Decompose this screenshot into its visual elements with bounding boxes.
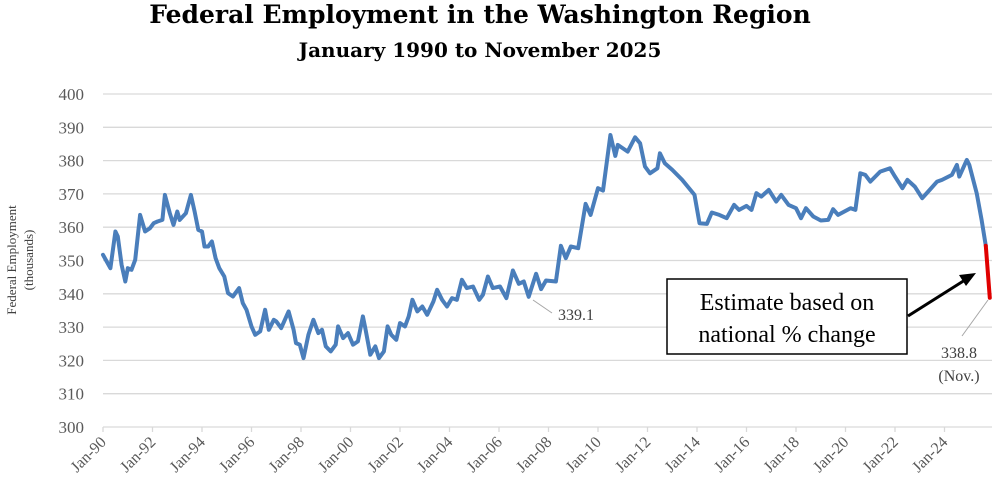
x-tick-label: Jan-00: [315, 434, 357, 476]
x-tick-label: Jan-92: [117, 434, 159, 476]
x-tick-label: Jan-18: [761, 434, 803, 476]
end-label-leader: [961, 299, 989, 337]
y-tick-label: 370: [59, 185, 85, 204]
x-tick-label: Jan-16: [711, 434, 753, 476]
y-tick-label: 400: [59, 85, 85, 104]
low-label-leader: [532, 299, 553, 314]
y-tick-label: 360: [59, 218, 85, 237]
y-tick-label: 380: [59, 152, 85, 171]
x-tick-label: Jan-06: [464, 434, 506, 476]
y-tick-label: 330: [59, 318, 85, 337]
x-tick-label: Jan-02: [365, 434, 407, 476]
x-tick-label: Jan-98: [266, 434, 308, 476]
x-tick-label: Jan-08: [513, 434, 555, 476]
x-tick-label: Jan-20: [810, 434, 852, 476]
chart-subtitle: January 1990 to November 2025: [297, 38, 662, 62]
estimate-callout-box: [666, 278, 908, 355]
y-tick-label: 390: [59, 118, 85, 137]
x-tick-label: Jan-24: [909, 434, 951, 476]
y-axis-label: Federal Employment (thousands): [4, 205, 36, 315]
x-tick-label: Jan-22: [860, 434, 902, 476]
series-line-estimate: [983, 243, 992, 300]
y-axis-label-line1: Federal Employment: [4, 205, 19, 315]
chart-title: Federal Employment in the Washington Reg…: [149, 0, 811, 29]
end-point-sublabel: (Nov.): [938, 368, 979, 385]
y-tick-label: 340: [59, 285, 85, 304]
series-group: [101, 133, 992, 361]
x-tick-label: Jan-10: [563, 434, 605, 476]
x-tick-label: Jan-94: [167, 434, 209, 476]
x-tick-label: Jan-04: [414, 434, 456, 476]
y-tick-label: 300: [59, 418, 85, 437]
callout-arrow-shaft: [907, 278, 966, 318]
low-point-label: 339.1: [558, 307, 594, 324]
end-point-label: 338.8: [941, 345, 977, 362]
estimate-callout-line1: Estimate based on: [700, 290, 875, 316]
x-axis-ticks: Jan-90 Jan-92 Jan-94 Jan-96 Jan-98 Jan-00 Jan-…: [68, 427, 951, 476]
annotations: 339.1 338.8 (Nov.) Estimate based on nat…: [532, 273, 989, 385]
series-line-actual: [101, 133, 988, 361]
estimate-callout-line2: national % change: [698, 322, 875, 348]
y-tick-label: 320: [59, 351, 85, 370]
y-tick-label: 350: [59, 252, 85, 271]
y-tick-label: 310: [59, 385, 85, 404]
y-axis-label-line2: (thousands): [21, 230, 36, 291]
callout-arrow-head: [959, 273, 976, 286]
y-axis-ticks: 300 310 320 330 340 350 360 370 380 390 400: [59, 85, 85, 437]
x-tick-label: Jan-96: [216, 434, 258, 476]
gridlines: [103, 93, 992, 428]
x-tick-label: Jan-12: [612, 434, 654, 476]
x-tick-label: Jan-14: [662, 434, 704, 476]
x-tick-label: Jan-90: [68, 434, 110, 476]
